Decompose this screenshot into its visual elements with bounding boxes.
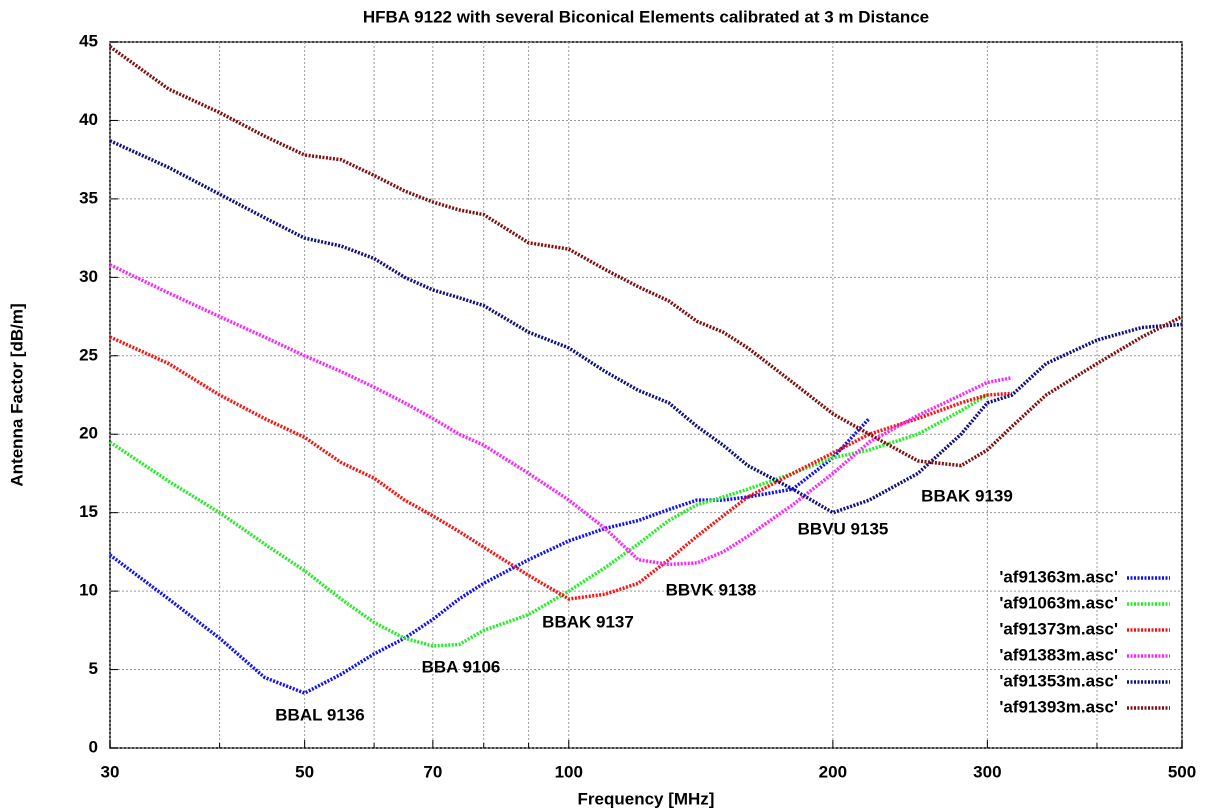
y-axis-label: Antenna Factor [dB/m] — [7, 303, 26, 486]
series-line — [109, 335, 1013, 601]
series-line — [108, 45, 1183, 468]
x-tick-label: 30 — [101, 762, 120, 781]
y-tick-label: 25 — [79, 345, 98, 364]
annotation: BBAK 9137 — [542, 612, 634, 631]
annotation: BBA 9106 — [422, 657, 501, 676]
annotation: BBVU 9135 — [798, 519, 889, 538]
y-tick-label: 10 — [79, 581, 98, 600]
annotation: BBAL 9136 — [275, 705, 364, 724]
y-tick-label: 0 — [89, 737, 98, 756]
x-tick-label: 70 — [423, 762, 442, 781]
x-tick-label: 100 — [555, 762, 583, 781]
x-tick-label: 300 — [973, 762, 1001, 781]
annotation: BBAK 9139 — [921, 486, 1013, 505]
series-line — [109, 139, 1183, 515]
series-line — [108, 417, 871, 696]
y-tick-label: 35 — [79, 188, 98, 207]
legend-label: 'af91363m.asc' — [999, 567, 1118, 586]
y-tick-label: 20 — [79, 424, 98, 443]
annotation: BBVK 9138 — [666, 580, 757, 599]
y-tick-label: 40 — [79, 110, 98, 129]
legend-label: 'af91393m.asc' — [999, 697, 1118, 716]
y-tick-label: 15 — [79, 502, 98, 521]
chart-title: HFBA 9122 with several Biconical Element… — [363, 7, 929, 26]
legend-label: 'af91373m.asc' — [999, 619, 1118, 638]
x-tick-label: 200 — [819, 762, 847, 781]
series-line — [109, 263, 1013, 567]
y-tick-label: 5 — [89, 659, 98, 678]
y-tick-label: 30 — [79, 267, 98, 286]
x-tick-label: 500 — [1168, 762, 1196, 781]
legend-label: 'af91383m.asc' — [999, 645, 1118, 664]
y-tick-label: 45 — [79, 31, 98, 50]
x-axis-label: Frequency [MHz] — [578, 789, 715, 808]
legend-label: 'af91353m.asc' — [999, 671, 1118, 690]
legend-label: 'af91063m.asc' — [999, 593, 1118, 612]
x-tick-label: 50 — [295, 762, 314, 781]
series-line — [109, 393, 989, 648]
